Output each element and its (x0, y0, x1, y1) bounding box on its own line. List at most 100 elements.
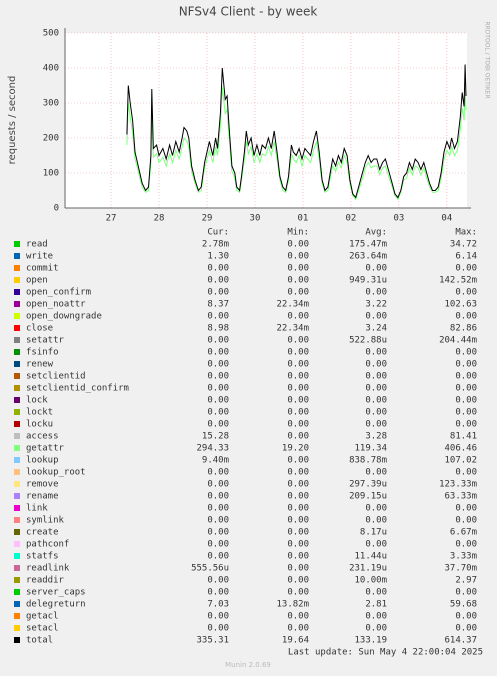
y-tick-label: 200 (43, 134, 59, 144)
legend-value: 0.00 (455, 408, 477, 418)
legend-value: 0.00 (365, 372, 387, 382)
legend-value: 0.00 (207, 624, 229, 634)
x-tick-label: 01 (298, 214, 309, 224)
legend-name: locku (26, 420, 53, 430)
legend-value: 0.00 (207, 576, 229, 586)
legend-value: 0.00 (287, 540, 309, 550)
legend-value: 0.00 (287, 624, 309, 634)
legend-name: getacl (26, 612, 59, 622)
legend-value: 0.00 (455, 540, 477, 550)
legend-swatch (14, 313, 20, 319)
legend-value: 0.00 (287, 384, 309, 394)
legend-value: 0.00 (365, 612, 387, 622)
legend-value: 13.82m (276, 600, 309, 610)
legend-value: 1.30 (207, 252, 229, 262)
legend-name: open_downgrade (26, 312, 102, 322)
legend-value: 0.00 (207, 480, 229, 490)
legend-value: 3.24 (365, 324, 387, 334)
legend-value: 0.00 (455, 372, 477, 382)
legend-value: 0.00 (455, 420, 477, 430)
legend-value: 297.39u (349, 480, 387, 490)
legend-value: 0.00 (365, 624, 387, 634)
x-tick-label: 28 (154, 214, 165, 224)
legend-value: 0.00 (455, 504, 477, 514)
legend-name: write (26, 252, 53, 262)
legend-value: 2.97 (455, 576, 477, 586)
x-tick-label: 29 (202, 214, 213, 224)
legend-value: 0.00 (207, 468, 229, 478)
legend-swatch (14, 253, 20, 259)
legend-value: 0.00 (287, 276, 309, 286)
legend-swatch (14, 601, 20, 607)
legend-value: 0.00 (207, 372, 229, 382)
legend-value: 0.00 (365, 516, 387, 526)
legend-value: 0.00 (207, 528, 229, 538)
legend-value: 0.00 (455, 468, 477, 478)
y-axis-label: requests / second (7, 76, 18, 165)
legend-value: 0.00 (455, 396, 477, 406)
legend-value: 142.52m (439, 276, 477, 286)
legend-value: 22.34m (276, 300, 309, 310)
legend-name: access (26, 432, 59, 442)
legend-value: 0.00 (207, 612, 229, 622)
legend-value: 0.00 (287, 516, 309, 526)
legend-value: 0.00 (207, 384, 229, 394)
legend-value: 15.28 (202, 432, 229, 442)
legend-value: 0.00 (287, 264, 309, 274)
legend-swatch (14, 361, 20, 367)
legend-value: 0.00 (455, 312, 477, 322)
legend-swatch (14, 613, 20, 619)
legend-swatch (14, 493, 20, 499)
legend-name: lock (26, 396, 48, 406)
legend-value: 10.00m (354, 576, 387, 586)
legend-value: 209.15u (349, 492, 387, 502)
legend-value: 0.00 (287, 240, 309, 250)
legend-swatch (14, 565, 20, 571)
legend-value: 8.17u (360, 528, 387, 538)
legend-value: 204.44m (439, 336, 477, 346)
legend-name: lookup_root (26, 468, 86, 478)
x-tick-label: 30 (250, 214, 261, 224)
legend-value: 0.00 (207, 264, 229, 274)
legend-swatch (14, 517, 20, 523)
legend-value: 19.20 (282, 444, 309, 454)
legend-value: 0.00 (287, 468, 309, 478)
legend-value: 0.00 (287, 552, 309, 562)
legend-value: 0.00 (287, 456, 309, 466)
legend-name: create (26, 528, 59, 538)
legend-swatch (14, 577, 20, 583)
legend-name: lockt (26, 408, 53, 418)
legend-value: 0.00 (287, 336, 309, 346)
legend-value: 102.63 (444, 300, 477, 310)
legend-name: setclientid_confirm (26, 384, 129, 394)
y-tick-label: 400 (43, 64, 59, 74)
legend-value: 3.33m (450, 552, 477, 562)
legend-name: lookup (26, 456, 59, 466)
legend-name: total (26, 636, 53, 646)
legend-value: 231.19u (349, 564, 387, 574)
chart-title: NFSv4 Client - by week (179, 5, 318, 19)
legend-swatch (14, 529, 20, 535)
legend-swatch (14, 469, 20, 475)
legend-swatch (14, 637, 20, 643)
y-tick-label: 100 (43, 169, 59, 179)
legend-swatch (14, 277, 20, 283)
legend-value: 0.00 (207, 360, 229, 370)
legend-value: 0.00 (455, 624, 477, 634)
legend-value: 0.00 (287, 576, 309, 586)
legend-value: 0.00 (287, 504, 309, 514)
x-tick-label: 27 (106, 214, 117, 224)
legend-value: 0.00 (287, 360, 309, 370)
legend-name: setclientid (26, 372, 86, 382)
legend-name: link (26, 504, 48, 514)
legend-value: 0.00 (207, 588, 229, 598)
legend-value: 0.00 (365, 264, 387, 274)
legend-value: 6.14 (455, 252, 477, 262)
legend-value: 11.44u (354, 552, 387, 562)
legend-name: renew (26, 360, 54, 370)
legend-swatch (14, 553, 20, 559)
legend-value: 263.64m (349, 252, 387, 262)
legend-value: 0.00 (207, 336, 229, 346)
legend-value: 9.40m (202, 456, 229, 466)
